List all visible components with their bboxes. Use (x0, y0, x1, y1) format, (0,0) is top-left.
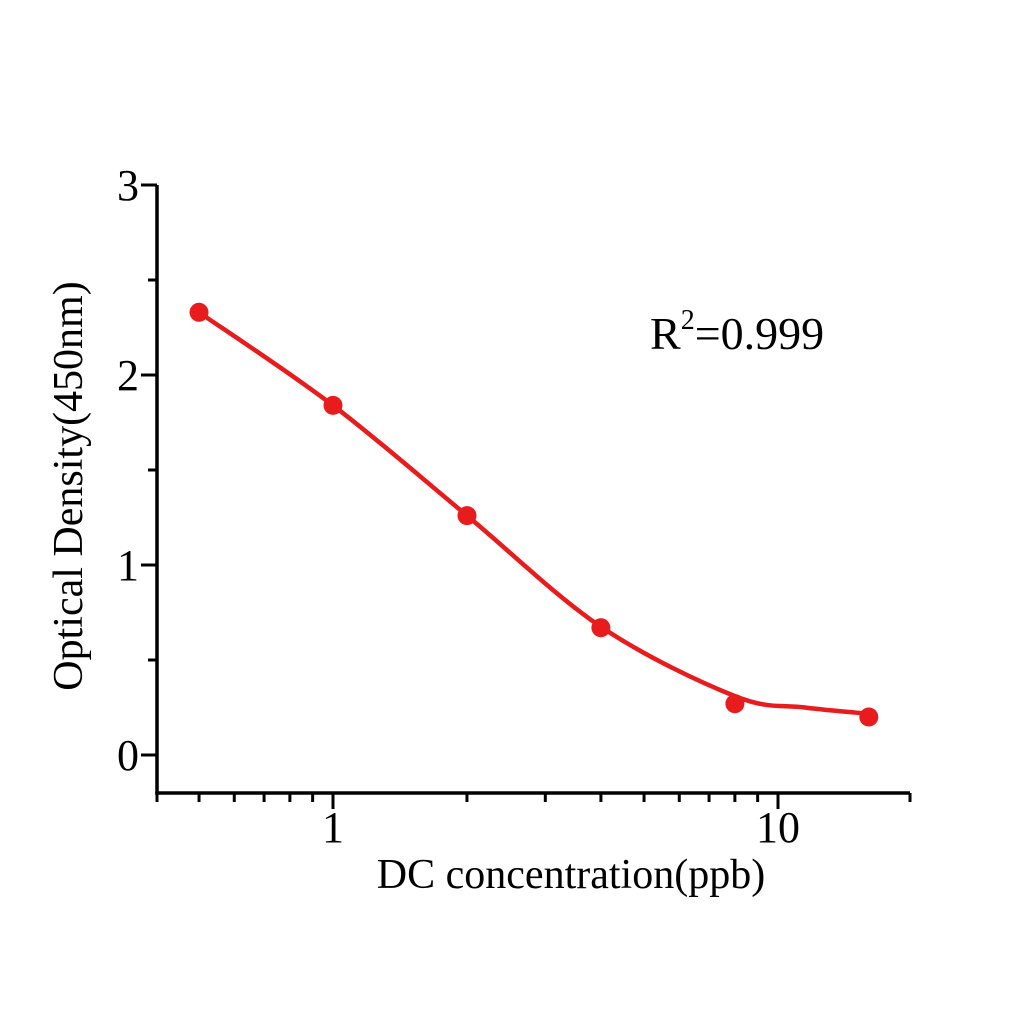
y-tick-label: 1 (117, 541, 139, 590)
data-point (591, 618, 611, 638)
x-axis-title: DC concentration(ppb) (377, 852, 765, 898)
x-tick-label: 10 (756, 803, 800, 852)
data-point (323, 395, 343, 415)
data-point (457, 506, 477, 526)
y-tick-label: 2 (117, 351, 139, 400)
y-tick-label: 3 (117, 161, 139, 210)
data-point (725, 694, 745, 714)
y-tick-label: 0 (117, 731, 139, 780)
y-axis-title: Optical Density(450nm) (46, 281, 92, 690)
x-tick-label: 1 (322, 803, 344, 852)
fit-curve (196, 310, 875, 717)
data-point (859, 707, 879, 727)
r-squared-annotation: R2=0.999 (650, 305, 824, 359)
data-point (189, 302, 209, 322)
